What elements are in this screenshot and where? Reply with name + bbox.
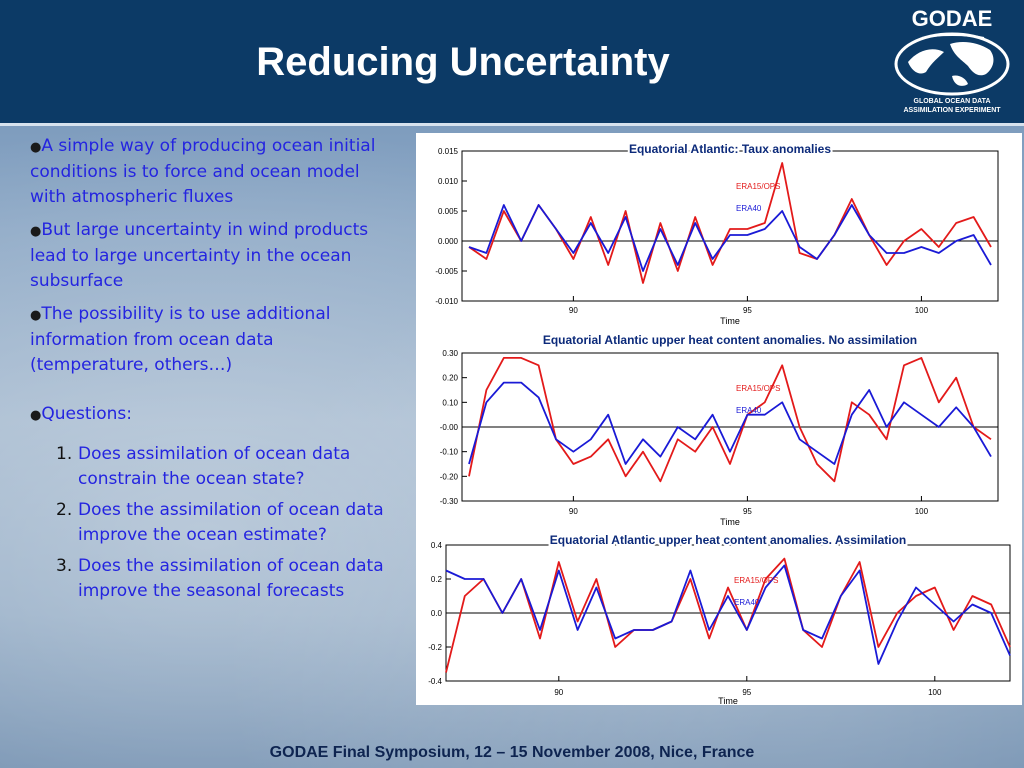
y-tick-label: -0.010 <box>435 297 458 306</box>
chart-title: Equatorial Atlantic: Taux anomalies <box>629 142 831 156</box>
chart-1: -0.010 -0.005 0.000 0.005 0.010 0.015 90 95 100 E… <box>435 140 999 326</box>
logo-name: GODAE <box>911 6 993 31</box>
logo-subtitle-1: GLOBAL OCEAN DATA <box>913 98 991 105</box>
legend-entry: ERA40 <box>736 406 762 415</box>
bullet-text: The possibility is to use additional inf… <box>30 304 331 375</box>
bullet-text: Questions: <box>41 404 132 424</box>
y-tick-label: -0.30 <box>440 497 459 506</box>
y-tick-label: 0.015 <box>438 147 459 156</box>
chart-2: -0.30 -0.20 -0.10 -0.00 0.10 0.20 0.30 90 95 100 E… <box>440 331 999 527</box>
x-tick-label: 90 <box>569 306 578 315</box>
y-tick-label: -0.2 <box>428 643 442 652</box>
question-number: 1. <box>56 444 73 464</box>
x-tick-label: 100 <box>915 306 929 315</box>
question-text: Does the assimilation of ocean data impr… <box>78 500 384 545</box>
x-tick-label: 95 <box>743 306 752 315</box>
bullet-dot-icon: ● <box>30 408 42 423</box>
question-number: 3. <box>56 556 73 576</box>
chart-panel: -0.010 -0.005 0.000 0.005 0.010 0.015 90 95 100 E… <box>416 133 1022 706</box>
y-tick-label: 0.005 <box>438 207 459 216</box>
y-tick-label: 0.000 <box>438 237 459 246</box>
series-line-era40 <box>445 564 1011 665</box>
plot-frame <box>461 150 999 302</box>
question-list: 1. Does assimilation of ocean data constr… <box>30 442 390 604</box>
legend-entry: ERA15/OPS <box>734 576 778 585</box>
x-tick-label: 100 <box>915 507 929 516</box>
y-tick-label: 0.2 <box>431 575 443 584</box>
globe-icon <box>894 32 1010 96</box>
x-tick-label: 100 <box>928 688 942 697</box>
x-tick-label: 95 <box>742 688 751 697</box>
series-line-era15-ops <box>468 162 992 284</box>
bullet-dot-icon: ● <box>30 224 42 239</box>
series-line-era15-ops <box>445 557 1011 673</box>
bullet-text: A simple way of producing ocean initial … <box>30 136 376 207</box>
y-tick-label: -0.10 <box>440 448 459 457</box>
x-tick-label: 90 <box>554 688 563 697</box>
question-item: 3. Does the assimilation of ocean data im… <box>30 554 390 604</box>
y-tick-label: -0.4 <box>428 677 442 686</box>
bullet-item: ●The possibility is to use additional in… <box>30 302 390 378</box>
title-divider <box>0 123 1024 126</box>
bullet-item: ●Questions: <box>30 402 390 428</box>
question-text: Does the assimilation of ocean data impr… <box>78 556 384 601</box>
bullet-list: ●A simple way of producing ocean initial… <box>30 134 390 610</box>
godae-logo: GODAE GLOBAL OCEAN DATA ASSIMILATION EXP… <box>882 6 1022 118</box>
y-tick-label: -0.005 <box>435 267 458 276</box>
series-line-era40 <box>468 381 992 465</box>
bullet-item: ●A simple way of producing ocean initial… <box>30 134 390 210</box>
y-tick-label: 0.010 <box>438 177 459 186</box>
y-tick-label: 0.0 <box>431 609 443 618</box>
question-item: 2. Does the assimilation of ocean data im… <box>30 498 390 548</box>
legend-entry: ERA40 <box>736 204 762 213</box>
legend-entry: ERA40 <box>734 598 760 607</box>
question-number: 2. <box>56 500 73 520</box>
legend-entry: ERA15/OPS <box>736 384 780 393</box>
chart-title: Equatorial Atlantic upper heat content a… <box>543 333 917 347</box>
y-tick-label: 0.4 <box>431 541 443 550</box>
bullet-item: ●But large uncertainty in wind products … <box>30 218 390 294</box>
y-tick-label: 0.10 <box>442 398 458 407</box>
bullet-dot-icon: ● <box>30 140 42 155</box>
bullet-dot-icon: ● <box>30 308 42 323</box>
x-axis-label: Time <box>720 316 740 326</box>
slide-footer: GODAE Final Symposium, 12 – 15 November … <box>269 744 755 761</box>
question-text: Does assimilation of ocean data constrai… <box>78 444 351 489</box>
x-axis-label: Time <box>718 696 738 705</box>
legend-entry: ERA15/OPS <box>736 182 780 191</box>
x-axis-label: Time <box>720 517 740 527</box>
question-item: 1. Does assimilation of ocean data constr… <box>30 442 390 492</box>
charts-svg: -0.010 -0.005 0.000 0.005 0.010 0.015 90 95 100 E… <box>428 140 1011 706</box>
x-tick-label: 90 <box>569 507 578 516</box>
y-tick-label: -0.20 <box>440 472 459 481</box>
title-bar <box>0 0 1024 123</box>
y-tick-label: -0.00 <box>440 423 459 432</box>
x-tick-label: 95 <box>743 507 752 516</box>
slide-title: Reducing Uncertainty <box>256 40 670 84</box>
bullet-text: But large uncertainty in wind products l… <box>30 220 369 291</box>
y-tick-label: 0.20 <box>442 374 458 383</box>
chart-title: Equatorial Atlantic upper heat content a… <box>550 533 907 547</box>
y-tick-label: 0.30 <box>442 349 458 358</box>
chart-3: -0.4 -0.2 0.0 0.2 0.4 90 95 100 ERA15/OPS ERA40 Eq… <box>428 531 1011 706</box>
series-line-era40 <box>468 204 992 272</box>
logo-subtitle-2: ASSIMILATION EXPERIMENT <box>903 107 1001 114</box>
